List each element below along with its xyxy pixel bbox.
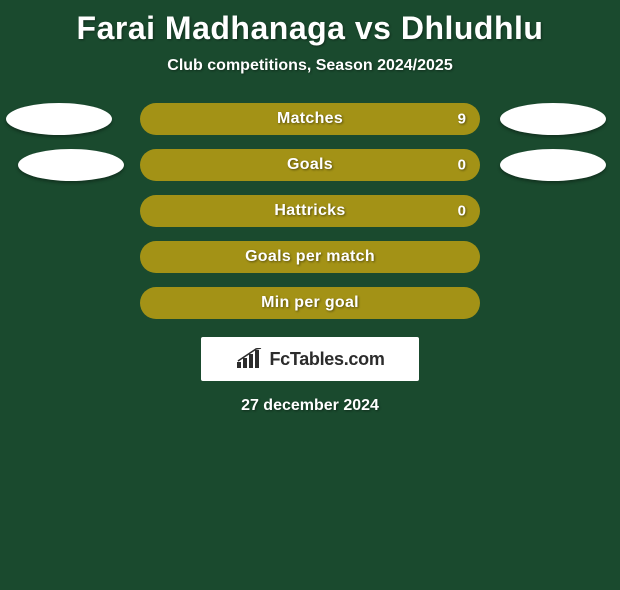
stat-row: Goals per match [0,241,620,273]
stat-bar: Goals 0 [140,149,480,181]
comparison-title: Farai Madhanaga vs Dhludhlu [0,10,620,47]
stat-bar: Matches 9 [140,103,480,135]
stat-row: Goals 0 [0,149,620,181]
stat-row: Matches 9 [0,103,620,135]
right-player-ellipse [500,149,606,181]
stat-label: Hattricks [274,202,345,220]
stat-bar: Min per goal [140,287,480,319]
stat-label: Goals per match [245,248,375,266]
stat-label: Min per goal [261,294,359,312]
logo-text: FcTables.com [269,349,384,370]
stat-value-right: 9 [458,111,466,128]
bars-icon [235,348,263,370]
left-player-ellipse [6,103,112,135]
fctables-logo: FcTables.com [201,337,419,381]
stat-row: Min per goal [0,287,620,319]
stat-bar: Goals per match [140,241,480,273]
stat-label: Goals [287,156,333,174]
stat-row: Hattricks 0 [0,195,620,227]
comparison-subtitle: Club competitions, Season 2024/2025 [0,57,620,75]
right-player-ellipse [500,103,606,135]
stat-value-right: 0 [458,203,466,220]
stat-bar: Hattricks 0 [140,195,480,227]
left-player-ellipse [18,149,124,181]
snapshot-date: 27 december 2024 [0,397,620,415]
comparison-stats: Matches 9 Goals 0 Hattricks 0 Goals per … [0,103,620,319]
stat-label: Matches [277,110,343,128]
stat-value-right: 0 [458,157,466,174]
